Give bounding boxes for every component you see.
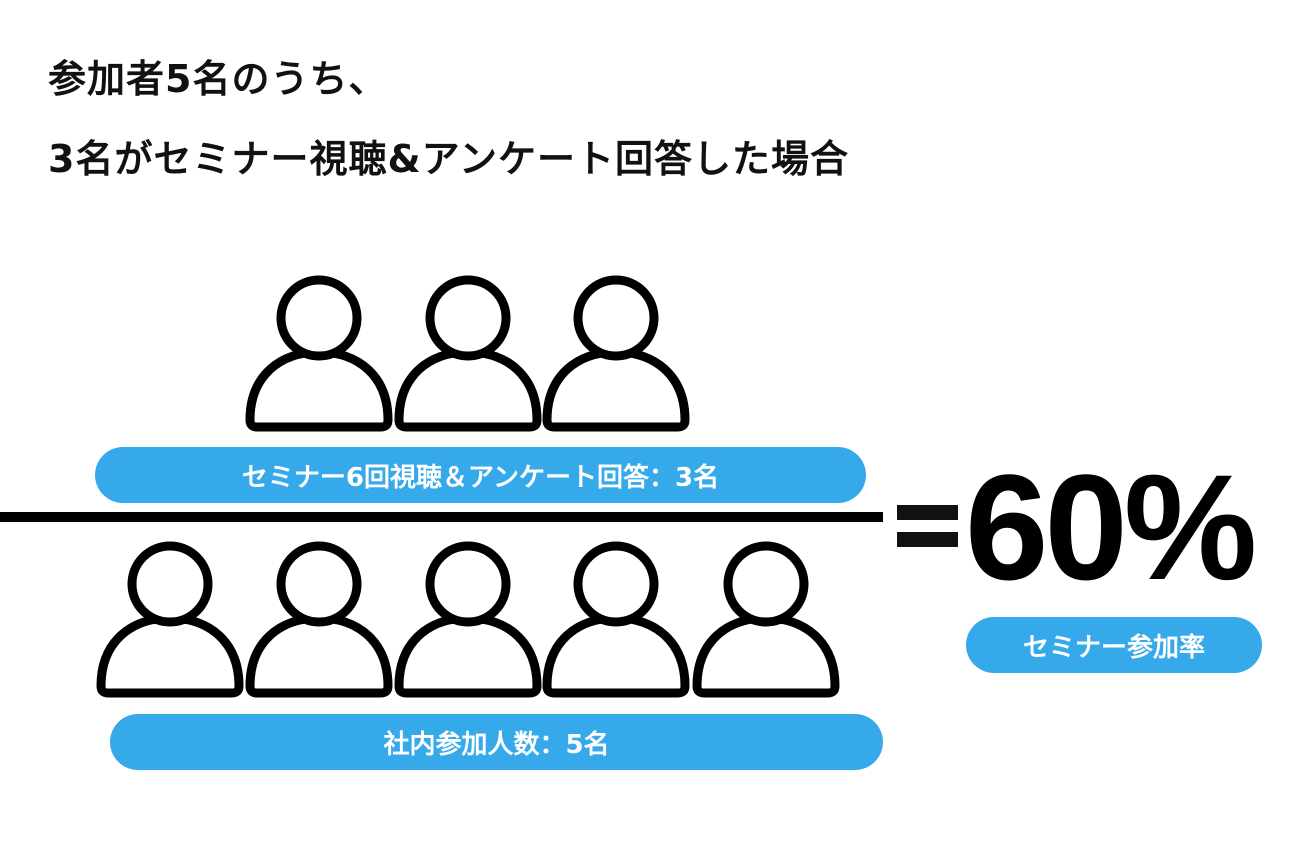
fraction-divider [0,512,883,522]
title-line-2: 3名がセミナー視聴&アンケート回答した場合 [48,137,850,181]
title-line-1: 参加者5名のうち、 [48,57,388,101]
numerator-label: セミナー6回視聴＆アンケート回答：3名 [95,447,866,503]
numerator-person-icon [542,274,690,434]
result-label: セミナー参加率 [966,617,1262,673]
denominator-person-icon [96,540,244,700]
denominator-person-icon [692,540,840,700]
result-value: 60% [965,443,1257,611]
denominator-person-icon [542,540,690,700]
denominator-label: 社内参加人数：5名 [110,714,883,770]
denominator-person-icon [394,540,542,700]
numerator-person-icon [245,274,393,434]
numerator-person-icon [394,274,542,434]
denominator-person-icon [245,540,393,700]
